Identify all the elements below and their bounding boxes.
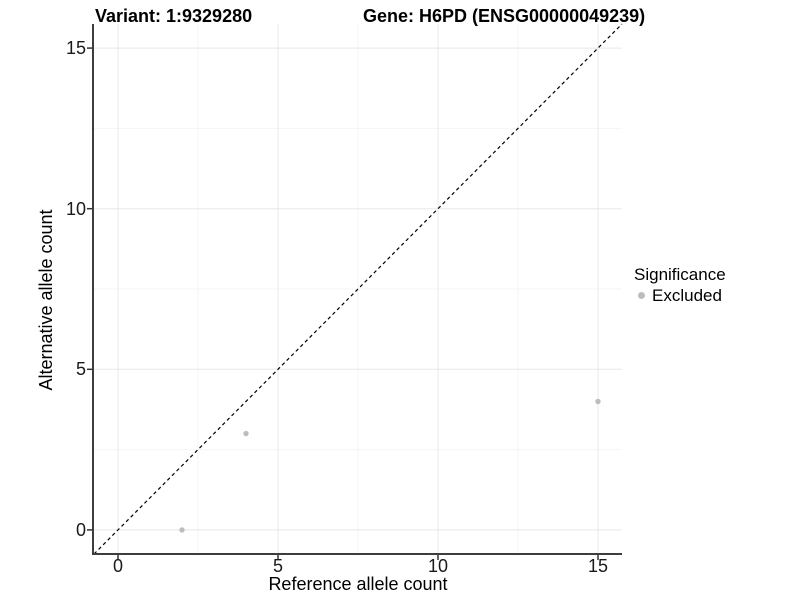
x-axis-title: Reference allele count bbox=[268, 574, 448, 594]
x-tick-label: 15 bbox=[587, 556, 609, 576]
y-tick-label: 15 bbox=[65, 38, 86, 59]
y-tick-label: 5 bbox=[75, 359, 86, 380]
data-point-x4-y3 bbox=[243, 430, 249, 437]
legend-title: Significance bbox=[634, 265, 726, 284]
legend-item-excluded: Excluded bbox=[634, 285, 726, 306]
legend: Significance Excluded bbox=[634, 264, 726, 306]
y-tick-label: 10 bbox=[65, 198, 86, 219]
y-tick-label: 0 bbox=[75, 519, 86, 540]
legend-point-swatch bbox=[638, 292, 645, 299]
legend-item-label: Excluded bbox=[652, 286, 722, 305]
x-tick-label: 5 bbox=[272, 556, 283, 576]
plot-title-variant: Variant: 1:9329280 bbox=[95, 6, 253, 26]
data-point-x15-y4 bbox=[595, 398, 601, 405]
plot-title-gene: Gene: H6PD (ENSG00000049239) bbox=[363, 6, 646, 26]
x-tick-label: 0 bbox=[112, 556, 123, 576]
x-tick-label: 10 bbox=[427, 556, 449, 576]
data-point-x2-y0 bbox=[179, 527, 185, 533]
identity-line bbox=[93, 23, 623, 555]
